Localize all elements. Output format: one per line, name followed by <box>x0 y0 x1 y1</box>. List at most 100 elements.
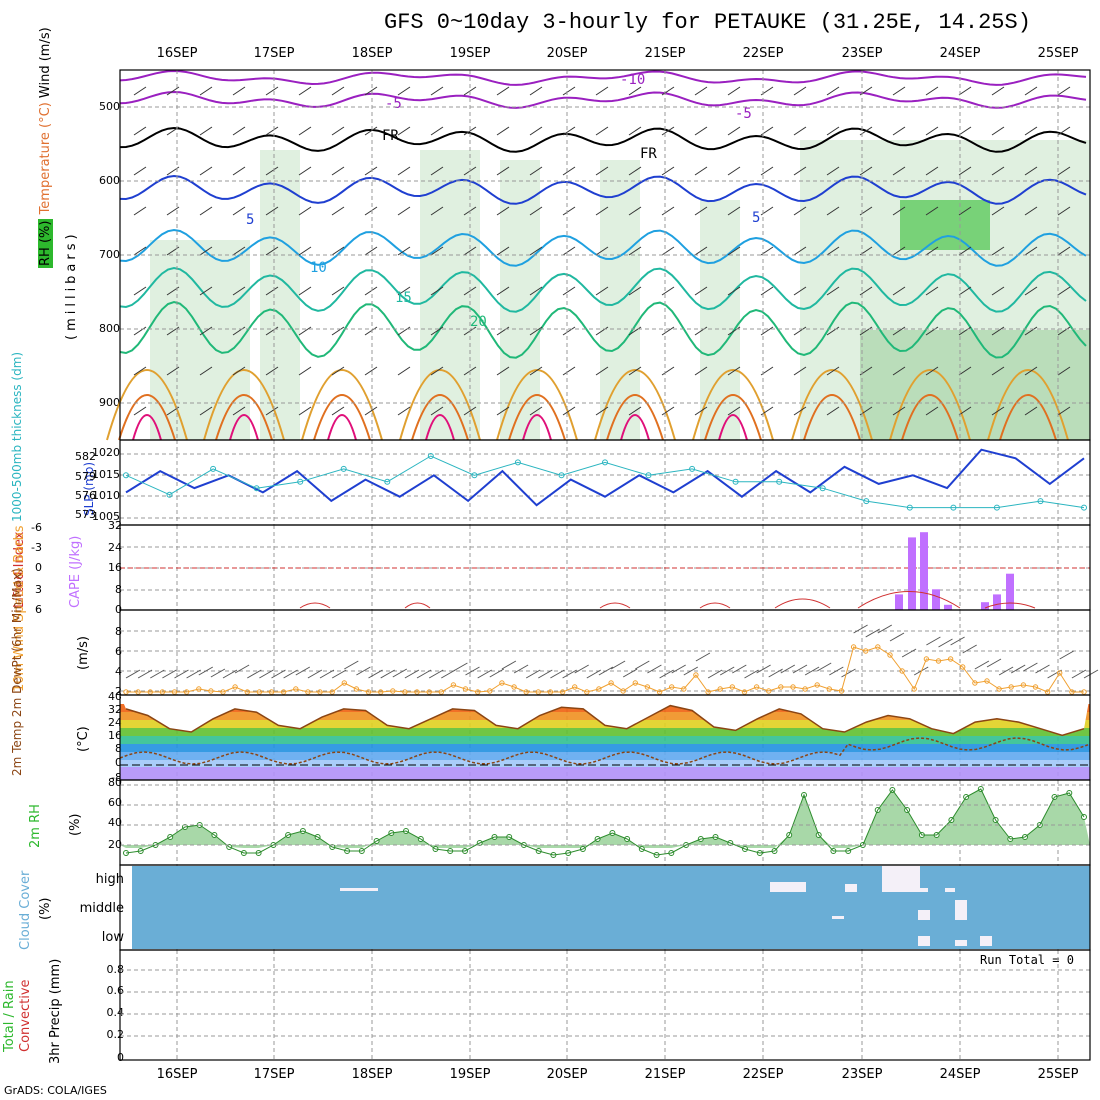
wind-speed-point-14 <box>293 686 299 692</box>
upper-wind-barb <box>364 366 378 376</box>
upper-wind-barb <box>727 286 741 296</box>
upper-wind-barb <box>529 326 543 336</box>
wind-barb-77 <box>1059 650 1074 660</box>
upper-wind-barb <box>331 326 345 336</box>
day-label-top-3: 19SEP <box>449 46 491 61</box>
upper-wind-barb <box>265 206 279 216</box>
isotherm-m5 <box>119 90 1087 109</box>
upper-wind-barb <box>793 86 807 96</box>
wind-barb-29 <box>477 669 492 679</box>
upper-wind-barb <box>199 206 213 216</box>
wind-barb-70 <box>974 660 990 670</box>
day-label-bot-1: 17SEP <box>253 1067 295 1082</box>
upper-wind-barb <box>562 326 576 336</box>
cape-bar-0 <box>895 594 903 610</box>
upper-wind-barb <box>925 246 939 256</box>
li-segment-0 <box>299 602 331 609</box>
isotherm-25-2 <box>301 369 383 441</box>
li-segment-3 <box>699 602 731 609</box>
upper-wind-barb <box>1057 366 1071 376</box>
cloud-block-3 <box>882 866 920 892</box>
upper-wind-barb <box>463 406 477 416</box>
upper-wind-barb <box>232 86 246 96</box>
upper-wind-barb <box>397 246 411 256</box>
wind-barb-24 <box>416 669 432 679</box>
wind-speed-point-61 <box>863 648 869 654</box>
upper-wind-barb <box>595 206 609 216</box>
upper-wind-barb <box>958 286 972 296</box>
upper-wind-barb <box>793 126 807 136</box>
thk-tick-576: 576 <box>75 489 96 502</box>
cloud-block-8 <box>955 900 967 920</box>
upper-wind-barb <box>694 86 708 96</box>
upper-wind-barb <box>430 86 444 96</box>
contour-label-7: 10 <box>310 260 327 276</box>
upper-wind-barb <box>694 286 708 296</box>
upper-wind-barb <box>595 406 609 416</box>
cape-bar-5 <box>981 602 989 610</box>
upper-wind-barb <box>232 406 246 416</box>
upper-wind-barb <box>727 326 741 336</box>
upper-wind-barb <box>661 286 675 296</box>
upper-wind-barb <box>727 166 741 176</box>
rh-tick-60: 60 <box>108 796 122 809</box>
wind-barb-46 <box>683 666 699 676</box>
temp-mask <box>120 695 1090 736</box>
cape-bar-3 <box>932 589 940 611</box>
wind-speed-point-18 <box>341 680 347 686</box>
wind-barb-52 <box>756 664 771 674</box>
cloud-block-11 <box>980 936 992 946</box>
rh2m-line <box>125 788 1085 856</box>
wind-barb-57 <box>816 662 832 672</box>
upper-wind-barb <box>991 166 1005 176</box>
wind-barb-31 <box>501 660 517 670</box>
wind-barb-53 <box>768 668 783 678</box>
upper-wind-barb <box>925 406 939 416</box>
upper-wind-barb <box>331 126 345 136</box>
upper-wind-barb <box>760 326 774 336</box>
upper-wind-barb <box>760 286 774 296</box>
isotherm-20 <box>119 300 1087 359</box>
day-label-top-5: 21SEP <box>644 46 686 61</box>
isotherm-10 <box>119 228 1087 267</box>
wind-speed-line <box>126 646 1084 693</box>
upper-wind-barb <box>1024 286 1038 296</box>
temp-line <box>125 704 1085 737</box>
upper-wind-barb <box>133 166 147 176</box>
upper-wind-barb <box>628 246 642 256</box>
upper-wind-barb <box>826 286 840 296</box>
wind-speed-point-62 <box>875 644 881 650</box>
t-tick-24: 24 <box>108 716 122 729</box>
upper-wind-barb <box>397 86 411 96</box>
slp-tick-1020: 1020 <box>92 446 120 459</box>
wind-barb-25 <box>428 669 444 679</box>
upper-wind-barb <box>562 406 576 416</box>
wind-barb-63 <box>889 632 905 642</box>
upper-wind-barb <box>199 126 213 136</box>
upper-wind-barb <box>727 366 741 376</box>
upper-wind-barb <box>793 166 807 176</box>
upper-wind-barb <box>199 86 213 96</box>
cloud-low-label: low <box>101 930 124 945</box>
wind-barb-56 <box>804 666 820 676</box>
contour-label-8: 15 <box>395 290 412 306</box>
cape-bar-6 <box>993 594 1001 610</box>
wind-speed-point-47 <box>693 672 699 678</box>
contour-label-6: 5 <box>752 210 760 226</box>
upper-wind-barb <box>958 366 972 376</box>
w-tick-4: 4 <box>115 665 122 678</box>
wind-barb-74 <box>1023 662 1038 672</box>
upper-wind-barb <box>1024 166 1038 176</box>
wind-barb-54 <box>780 664 796 674</box>
wind-barb-26 <box>441 669 456 679</box>
upper-wind-barb <box>595 86 609 96</box>
upper-wind-barb <box>1024 126 1038 136</box>
upper-wind-barb <box>661 86 675 96</box>
upper-wind-barb <box>628 406 642 416</box>
isotherm-35-6 <box>718 414 748 441</box>
upper-wind-barb <box>991 86 1005 96</box>
wind-barb-79 <box>1083 669 1099 679</box>
isotherm-30-1 <box>215 394 273 441</box>
wind-barb-10 <box>247 669 262 679</box>
upper-wind-barb <box>232 206 246 216</box>
